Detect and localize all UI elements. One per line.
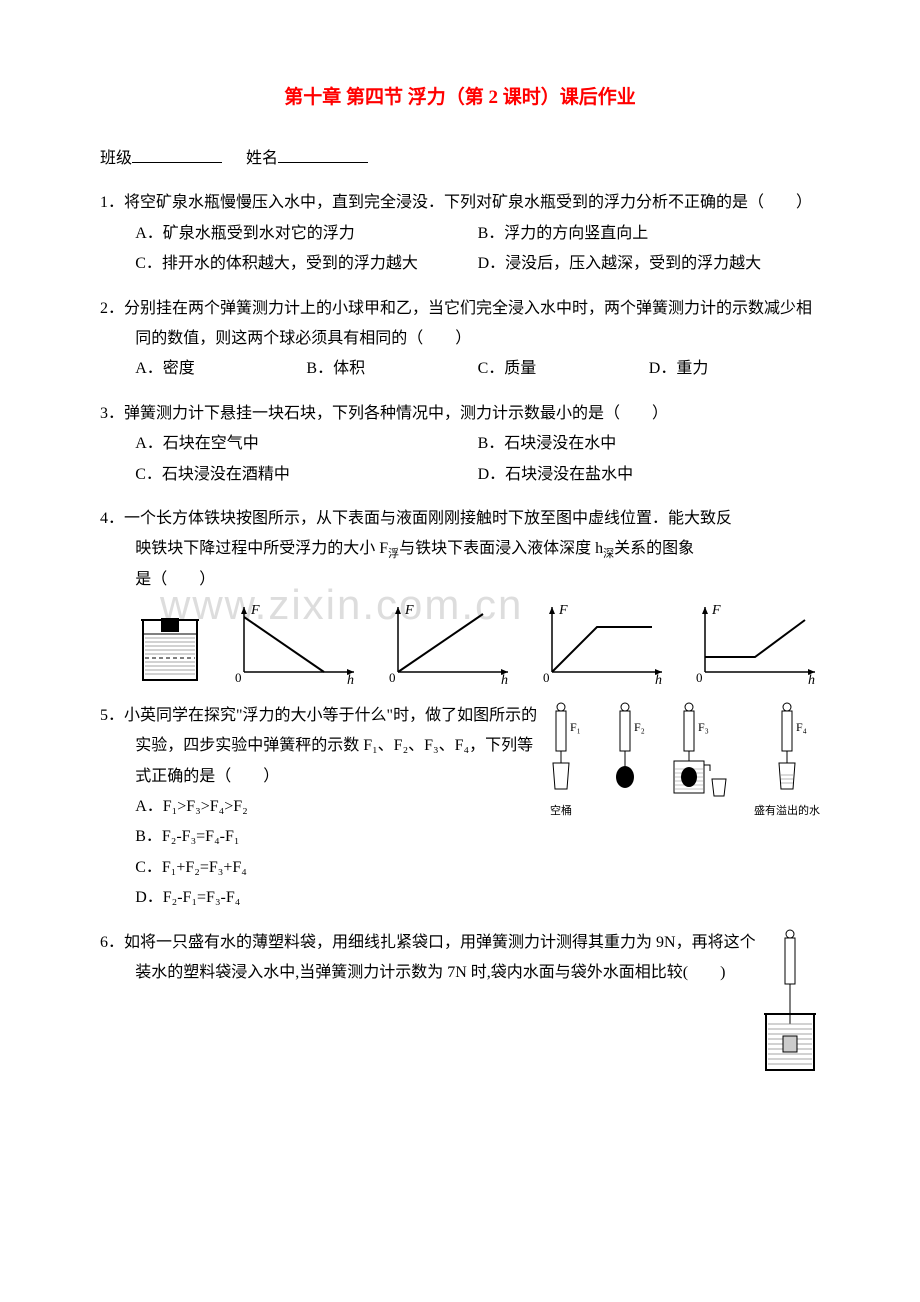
f4-label: F₄ bbox=[796, 720, 807, 734]
q4-p3: 与铁块下表面浸入液体深度 h bbox=[399, 540, 603, 557]
q5-body: 小英同学在探究"浮力的大小等于什么"时，做了如图所示的实验，四步实验中弹簧秤的示… bbox=[124, 707, 537, 785]
q4-p1: 一个长方体铁块按图所示，从下表面与液面刚刚接触时下放至图中虚线位置．能大致反 bbox=[124, 510, 732, 527]
q3-text: 3．弹簧测力计下悬挂一块石块，下列各种情况中，测力计示数最小的是（ ） bbox=[100, 399, 820, 429]
q1-text: 1．将空矿泉水瓶慢慢压入水中，直到完全浸没．下列对矿泉水瓶受到的浮力分析不正确的… bbox=[100, 188, 820, 218]
q1-opt-b: B．浮力的方向竖直向上 bbox=[478, 219, 820, 249]
graph-d: F 0 h bbox=[690, 602, 820, 687]
overflow-label: 盛有溢出的水 bbox=[754, 801, 820, 822]
q3-opt-a: A．石块在空气中 bbox=[135, 429, 477, 459]
f1-label: F₁ bbox=[570, 720, 581, 734]
graph-c: F 0 h bbox=[537, 602, 667, 687]
header-line: 班级 姓名 bbox=[100, 144, 820, 174]
q4-sub1: 浮 bbox=[388, 549, 399, 561]
question-4: 4．一个长方体铁块按图所示，从下表面与液面刚刚接触时下放至图中虚线位置．能大致反… bbox=[100, 504, 820, 687]
q5-num: 5． bbox=[100, 707, 124, 724]
question-2: 2．分别挂在两个弹簧测力计上的小球甲和乙，当它们完全浸入水中时，两个弹簧测力计的… bbox=[100, 294, 820, 385]
bucket-label: 空桶 bbox=[550, 801, 572, 822]
q6-num: 6． bbox=[100, 934, 124, 951]
q1-opt-c: C．排开水的体积越大，受到的浮力越大 bbox=[135, 249, 477, 279]
graph-a: F 0 h bbox=[229, 602, 359, 687]
q2-opt-d: D．重力 bbox=[649, 354, 820, 384]
q5-text: 5．小英同学在探究"浮力的大小等于什么"时，做了如图所示的实验，四步实验中弹簧秤… bbox=[100, 701, 540, 792]
q4-text: 4．一个长方体铁块按图所示，从下表面与液面刚刚接触时下放至图中虚线位置．能大致反 bbox=[100, 504, 820, 534]
q4-num: 4． bbox=[100, 510, 124, 527]
q5-opt-b: B．F₂-F₃=F₄-F₁ bbox=[100, 822, 540, 852]
question-3: 3．弹簧测力计下悬挂一块石块，下列各种情况中，测力计示数最小的是（ ） A．石块… bbox=[100, 399, 820, 490]
q3-opt-d: D．石块浸没在盐水中 bbox=[478, 460, 820, 490]
spring-scale-2-icon: F₂ bbox=[604, 701, 646, 801]
axis-0: 0 bbox=[543, 670, 550, 685]
q4-p2-line: 映铁块下降过程中所受浮力的大小 F浮与铁块下表面浸入液体深度 h深关系的图象 bbox=[100, 534, 820, 565]
name-blank bbox=[278, 146, 368, 163]
q3-num: 3． bbox=[100, 405, 124, 422]
axis-0: 0 bbox=[235, 670, 242, 685]
graph-b: F 0 h bbox=[383, 602, 513, 687]
q3-opt-c: C．石块浸没在酒精中 bbox=[135, 460, 477, 490]
q1-body: 将空矿泉水瓶慢慢压入水中，直到完全浸没．下列对矿泉水瓶受到的浮力分析不正确的是（… bbox=[124, 194, 812, 211]
axis-f: F bbox=[711, 603, 721, 618]
f2-label: F₂ bbox=[634, 720, 645, 734]
axis-h: h bbox=[808, 673, 815, 687]
q4-p5-line: 是（ ） bbox=[100, 565, 820, 595]
question-5: 5．小英同学在探究"浮力的大小等于什么"时，做了如图所示的实验，四步实验中弹簧秤… bbox=[100, 701, 820, 914]
q4-figures: F 0 h F 0 h F 0 h bbox=[100, 602, 820, 687]
q1-opt-a: A．矿泉水瓶受到水对它的浮力 bbox=[135, 219, 477, 249]
axis-f: F bbox=[404, 603, 414, 618]
axis-h: h bbox=[347, 673, 354, 687]
axis-h: h bbox=[501, 673, 508, 687]
q2-text: 2．分别挂在两个弹簧测力计上的小球甲和乙，当它们完全浸入水中时，两个弹簧测力计的… bbox=[100, 294, 820, 355]
class-blank bbox=[132, 146, 222, 163]
q2-body: 分别挂在两个弹簧测力计上的小球甲和乙，当它们完全浸入水中时，两个弹簧测力计的示数… bbox=[124, 300, 812, 347]
beaker-icon bbox=[135, 612, 205, 687]
spring-scale-4-icon: F₄ bbox=[766, 701, 808, 801]
q1-num: 1． bbox=[100, 194, 124, 211]
q2-opt-c: C．质量 bbox=[478, 354, 649, 384]
q2-opt-b: B．体积 bbox=[306, 354, 477, 384]
question-1: 1．将空矿泉水瓶慢慢压入水中，直到完全浸没．下列对矿泉水瓶受到的浮力分析不正确的… bbox=[100, 188, 820, 279]
axis-0: 0 bbox=[389, 670, 396, 685]
axis-0: 0 bbox=[696, 670, 703, 685]
q6-text: 6．如将一只盛有水的薄塑料袋，用细线扎紧袋口，用弹簧测力计测得其重力为 9N，再… bbox=[100, 928, 760, 989]
axis-f: F bbox=[558, 603, 568, 618]
spring-scale-3-icon: F₃ bbox=[668, 701, 732, 801]
axis-f: F bbox=[250, 603, 260, 618]
question-6: 6．如将一只盛有水的薄塑料袋，用细线扎紧袋口，用弹簧测力计测得其重力为 9N，再… bbox=[100, 928, 820, 1078]
f3-label: F₃ bbox=[698, 720, 709, 734]
q3-body: 弹簧测力计下悬挂一块石块，下列各种情况中，测力计示数最小的是（ ） bbox=[124, 405, 668, 422]
class-label: 班级 bbox=[100, 150, 132, 167]
q5-opt-c: C．F₁+F₂=F₃+F₄ bbox=[100, 853, 540, 883]
spring-beaker-icon bbox=[760, 928, 820, 1078]
q1-opt-d: D．浸没后，压入越深，受到的浮力越大 bbox=[478, 249, 820, 279]
page-title: 第十章 第四节 浮力（第 2 课时）课后作业 bbox=[100, 80, 820, 116]
q3-opt-b: B．石块浸没在水中 bbox=[478, 429, 820, 459]
q2-num: 2． bbox=[100, 300, 124, 317]
q6-body: 如将一只盛有水的薄塑料袋，用细线扎紧袋口，用弹簧测力计测得其重力为 9N，再将这… bbox=[124, 934, 756, 981]
q5-opt-d: D．F₂-F₁=F₃-F₄ bbox=[100, 883, 540, 913]
q5-opt-a: A．F₁>F₃>F₄>F₂ bbox=[100, 792, 540, 822]
spring-scale-1-icon: F₁ bbox=[540, 701, 582, 801]
q4-sub2: 深 bbox=[603, 549, 614, 561]
q2-opt-a: A．密度 bbox=[135, 354, 306, 384]
axis-h: h bbox=[655, 673, 662, 687]
q5-figures: F₁ 空桶 F₂ bbox=[540, 701, 820, 822]
q4-p4: 关系的图象 bbox=[614, 540, 694, 557]
q4-p2: 映铁块下降过程中所受浮力的大小 F bbox=[135, 540, 388, 557]
nameof-label: 姓名 bbox=[246, 150, 278, 167]
